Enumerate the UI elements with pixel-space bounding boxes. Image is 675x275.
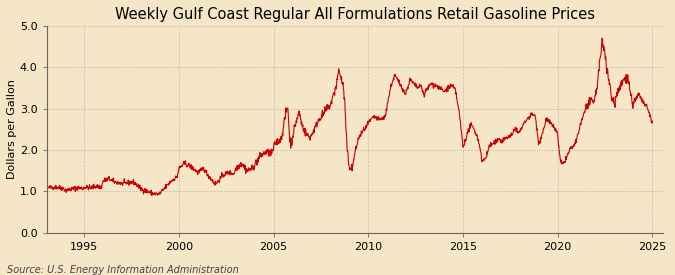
Title: Weekly Gulf Coast Regular All Formulations Retail Gasoline Prices: Weekly Gulf Coast Regular All Formulatio… — [115, 7, 595, 22]
Text: Source: U.S. Energy Information Administration: Source: U.S. Energy Information Administ… — [7, 265, 238, 275]
Y-axis label: Dollars per Gallon: Dollars per Gallon — [7, 79, 17, 179]
